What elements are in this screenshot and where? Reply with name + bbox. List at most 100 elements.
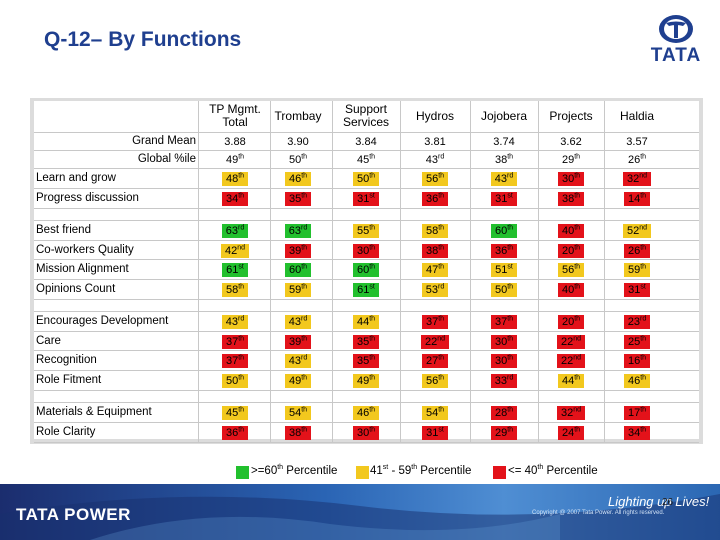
table-cell: 58th (209, 282, 261, 298)
ordinal-suffix: rd (238, 315, 245, 323)
cell-number: 39 (288, 245, 302, 257)
cell-number: 26 (627, 245, 641, 257)
ordinal-suffix: nd (437, 335, 446, 343)
table-cell: 45th (209, 405, 261, 421)
copyright-text: Copyright @ 2007 Tata Power. All rights … (532, 510, 665, 516)
cell-value: 60th (490, 224, 518, 238)
table-cell: 45th (340, 152, 392, 168)
cell-number: 37 (494, 316, 508, 328)
table-cell: 38th (545, 191, 597, 207)
cell-value: 20th (557, 315, 585, 329)
grid-line (34, 259, 699, 260)
table-cell: 58th (409, 223, 461, 239)
cell-number: 60 (494, 225, 508, 237)
cell-number: 20 (561, 245, 575, 257)
grid-line (538, 101, 539, 442)
table-cell: 20th (545, 243, 597, 259)
cell-number: 53 (425, 284, 438, 296)
grid-line (34, 150, 699, 151)
cell-number: 31 (495, 193, 508, 205)
cell-value: 58th (421, 224, 449, 238)
table-cell: 36th (209, 425, 261, 441)
ordinal-suffix: th (574, 172, 581, 180)
cell-number: 59 (288, 284, 302, 296)
table-cell: 54th (409, 405, 461, 421)
cell-number: 22 (424, 336, 438, 348)
ordinal-suffix: th (640, 153, 647, 161)
ordinal-suffix: th (438, 263, 445, 271)
ordinal-suffix: nd (573, 335, 582, 343)
cell-number: 45 (225, 407, 239, 419)
cell-value: 36th (421, 192, 449, 206)
cell-value: 24th (557, 426, 585, 440)
cell-value: 26th (624, 153, 650, 167)
cell-number: 3.81 (424, 136, 446, 148)
cell-value: 3.74 (489, 135, 518, 149)
cell-number: 3.62 (560, 136, 582, 148)
column-header: Jojobera (480, 108, 528, 123)
cell-value: 49th (222, 153, 248, 167)
cell-value: 30th (490, 335, 518, 349)
table-cell: 50th (272, 152, 324, 168)
cell-number: 3.88 (224, 136, 246, 148)
table-cell: 3.90 (272, 134, 324, 150)
table-cell: 56th (409, 373, 461, 389)
ordinal-suffix: nd (639, 172, 648, 180)
ordinal-suffix: th (301, 283, 308, 291)
ordinal-suffix: th (640, 244, 647, 252)
table-cell: 43rd (209, 314, 261, 330)
column-header: Haldia (619, 108, 655, 123)
cell-number: 40 (561, 284, 575, 296)
cell-value: 28th (490, 406, 518, 420)
cell-value: 49th (284, 374, 312, 388)
footer-brand: TATA POWER (16, 505, 131, 524)
cell-number: 56 (425, 375, 439, 387)
cell-value: 30th (352, 426, 380, 440)
ordinal-suffix: st (640, 283, 646, 291)
tagline: Lighting up Lives! (608, 494, 710, 509)
cell-number: 30 (561, 173, 575, 185)
cell-value: 16th (623, 354, 651, 368)
cell-number: 27 (425, 355, 439, 367)
cell-number: 31 (357, 193, 370, 205)
cell-value: 40th (557, 283, 585, 297)
ordinal-suffix: th (301, 263, 308, 271)
ordinal-suffix: th (238, 406, 245, 414)
legend-swatch (356, 466, 369, 479)
cell-value: 51st (491, 263, 517, 277)
page-number: 26 (662, 497, 674, 508)
ordinal-suffix: th (238, 335, 245, 343)
ordinal-suffix: th (301, 244, 308, 252)
ordinal-suffix: th (438, 172, 445, 180)
table-cell: 37th (478, 314, 530, 330)
table-cell: 35th (340, 334, 392, 350)
ordinal-suffix: th (238, 374, 245, 382)
cell-value: 35th (284, 192, 312, 206)
cell-number: 39 (288, 336, 302, 348)
ordinal-suffix: th (238, 354, 245, 362)
cell-number: 49 (288, 375, 302, 387)
legend-swatch (493, 466, 506, 479)
ordinal-suffix: th (507, 153, 514, 161)
cell-value: 43rd (284, 315, 312, 329)
cell-number: 45 (356, 154, 370, 166)
ordinal-suffix: th (301, 335, 308, 343)
ordinal-suffix: th (238, 192, 245, 200)
cell-number: 46 (356, 407, 370, 419)
cell-number: 43 (494, 173, 507, 185)
cell-number: 60 (356, 264, 370, 276)
cell-number: 58 (425, 225, 439, 237)
table-cell: 32nd (611, 171, 663, 187)
table-cell: 37th (209, 334, 261, 350)
cell-number: 51 (495, 264, 508, 276)
ordinal-suffix: th (640, 335, 647, 343)
ordinal-suffix: th (438, 406, 445, 414)
table-cell: 22nd (545, 353, 597, 369)
cell-number: 30 (494, 355, 508, 367)
cell-number: 30 (356, 245, 370, 257)
cell-number: 36 (425, 193, 439, 205)
table-cell: 46th (340, 405, 392, 421)
ordinal-suffix: st (507, 192, 513, 200)
cell-number: 55 (356, 225, 370, 237)
table-cell: 50th (478, 282, 530, 298)
